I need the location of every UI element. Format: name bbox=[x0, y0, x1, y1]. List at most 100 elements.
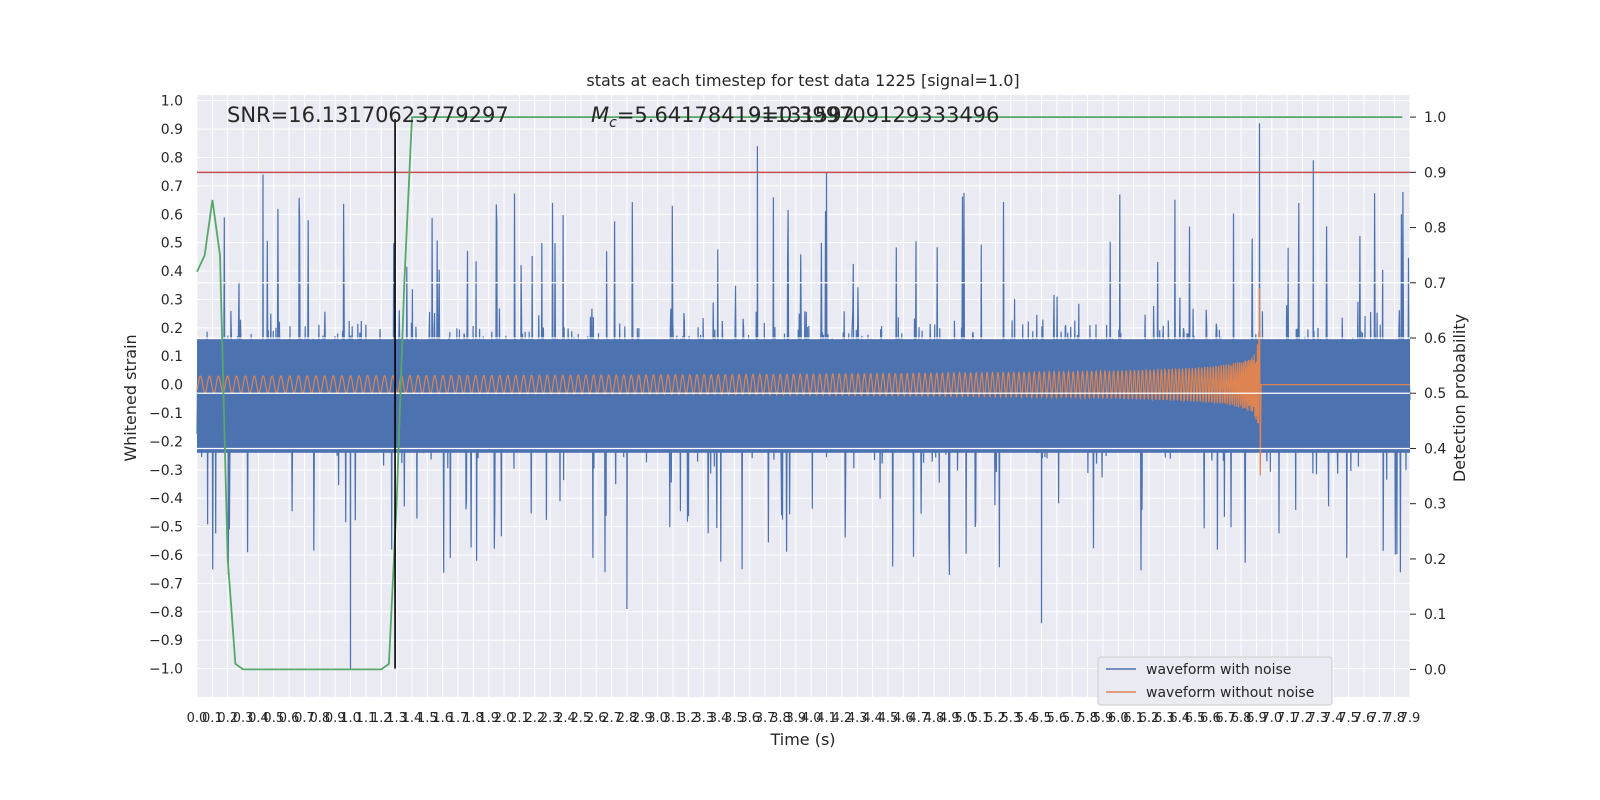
mc-subscript: c bbox=[609, 115, 617, 131]
x-tick-label: 1.2 bbox=[371, 711, 392, 726]
x-tick-label: 5.3 bbox=[1000, 711, 1021, 726]
y-left-tick-label: −0.7 bbox=[149, 576, 183, 592]
x-tick-label: 3.6 bbox=[739, 711, 760, 726]
x-tick-label: 5.9 bbox=[1093, 711, 1114, 726]
legend-label-clean: waveform without noise bbox=[1146, 685, 1314, 701]
x-tick-label: 7.1 bbox=[1277, 711, 1298, 726]
x-tick-label: 7.8 bbox=[1384, 711, 1405, 726]
y-left-tick-label: 0.8 bbox=[161, 150, 183, 166]
x-axis-label: Time (s) bbox=[769, 730, 835, 749]
x-tick-label: 5.0 bbox=[954, 711, 975, 726]
y-left-tick-label: 0.5 bbox=[161, 236, 183, 252]
x-axis-ticks: 0.00.10.20.30.40.50.60.70.80.91.01.11.21… bbox=[187, 711, 1421, 726]
x-tick-label: 1.7 bbox=[448, 711, 469, 726]
x-tick-label: 3.9 bbox=[785, 711, 806, 726]
y-left-tick-label: 0.7 bbox=[161, 179, 183, 195]
x-tick-label: 1.9 bbox=[478, 711, 499, 726]
x-tick-label: 3.7 bbox=[755, 711, 776, 726]
y-right-tick-label: 1.0 bbox=[1424, 110, 1446, 126]
x-tick-label: 5.8 bbox=[1077, 711, 1098, 726]
legend: waveform with noise waveform without noi… bbox=[1097, 656, 1333, 706]
x-tick-label: 0.7 bbox=[294, 711, 315, 726]
y-right-tick-label: 0.3 bbox=[1424, 497, 1446, 513]
x-tick-label: 6.5 bbox=[1185, 711, 1206, 726]
x-tick-label: 2.9 bbox=[632, 711, 653, 726]
x-tick-label: 0.5 bbox=[263, 711, 284, 726]
detection-probability-line bbox=[196, 116, 1403, 671]
y-left-tick-label: −0.3 bbox=[149, 463, 183, 479]
x-tick-label: 7.2 bbox=[1292, 711, 1313, 726]
x-tick-label: 1.8 bbox=[463, 711, 484, 726]
x-tick-label: 3.8 bbox=[770, 711, 791, 726]
y-left-tick-label: 0.0 bbox=[161, 378, 183, 394]
x-tick-label: 3.2 bbox=[678, 711, 699, 726]
x-tick-label: 5.7 bbox=[1062, 711, 1083, 726]
y-left-tick-label: 0.6 bbox=[161, 207, 183, 223]
snr-annotation: SNR=16.13170623779297 bbox=[227, 103, 509, 127]
x-tick-label: 5.5 bbox=[1031, 711, 1052, 726]
x-tick-label: 0.0 bbox=[187, 711, 208, 726]
chirp-mass-annotation: Mc=5.641784191131592 bbox=[591, 103, 855, 131]
x-tick-label: 4.9 bbox=[939, 711, 960, 726]
y-axis-left-ticks: 1.0 0.9 0.8 0.7 0.6 0.5 0.4 0.3 0.2 0.1 0.0 −0.1 −0.… bbox=[149, 94, 183, 678]
x-tick-label: 4.1 bbox=[816, 711, 837, 726]
overlap-annotation: 9=0.399709129333496 bbox=[748, 103, 999, 127]
legend-label-noise: waveform with noise bbox=[1146, 662, 1291, 678]
y-left-tick-label: −0.8 bbox=[149, 605, 183, 621]
x-tick-label: 6.9 bbox=[1246, 711, 1267, 726]
x-tick-label: 5.6 bbox=[1047, 711, 1068, 726]
y-axis-right-ticks: 1.0 0.9 0.8 0.7 0.6 0.5 0.4 0.3 0.2 0.1 0.0 bbox=[1410, 110, 1446, 678]
x-tick-label: 6.1 bbox=[1123, 711, 1144, 726]
x-tick-label: 3.0 bbox=[647, 711, 668, 726]
y-left-tick-label: −0.5 bbox=[149, 520, 183, 536]
x-tick-label: 1.4 bbox=[402, 711, 423, 726]
x-tick-label: 0.4 bbox=[248, 711, 269, 726]
x-tick-label: 5.1 bbox=[970, 711, 991, 726]
y-right-tick-label: 0.1 bbox=[1424, 607, 1446, 623]
y-axis-left-label: Whitened strain bbox=[121, 334, 140, 461]
y-right-tick-label: 0.4 bbox=[1424, 441, 1446, 457]
x-tick-label: 7.3 bbox=[1308, 711, 1329, 726]
mc-symbol: M bbox=[591, 103, 609, 127]
x-tick-label: 5.4 bbox=[1016, 711, 1037, 726]
y-left-tick-label: 0.2 bbox=[161, 321, 183, 337]
x-tick-label: 3.5 bbox=[724, 711, 745, 726]
x-tick-label: 3.4 bbox=[709, 711, 730, 726]
y-left-tick-label: −0.4 bbox=[149, 491, 183, 507]
y-left-tick-label: −0.6 bbox=[149, 548, 183, 564]
y-right-tick-label: 0.2 bbox=[1424, 552, 1446, 568]
y-left-tick-label: −1.0 bbox=[149, 662, 183, 678]
x-tick-label: 1.0 bbox=[340, 711, 361, 726]
y-right-tick-label: 0.8 bbox=[1424, 221, 1446, 237]
x-tick-label: 2.7 bbox=[601, 711, 622, 726]
y-left-tick-label: −0.1 bbox=[149, 406, 183, 422]
x-tick-label: 7.9 bbox=[1400, 711, 1421, 726]
x-tick-label: 0.2 bbox=[217, 711, 238, 726]
x-tick-label: 2.8 bbox=[617, 711, 638, 726]
chart-title: stats at each timestep for test data 122… bbox=[586, 71, 1019, 90]
x-tick-label: 6.7 bbox=[1215, 711, 1236, 726]
y-left-tick-label: −0.2 bbox=[149, 434, 183, 450]
x-tick-label: 6.2 bbox=[1139, 711, 1160, 726]
x-tick-label: 4.4 bbox=[862, 711, 883, 726]
x-tick-label: 7.0 bbox=[1261, 711, 1282, 726]
x-tick-label: 2.6 bbox=[586, 711, 607, 726]
x-tick-label: 0.8 bbox=[309, 711, 330, 726]
x-tick-label: 4.2 bbox=[832, 711, 853, 726]
y-right-tick-label: 0.5 bbox=[1424, 386, 1446, 402]
x-tick-label: 7.7 bbox=[1369, 711, 1390, 726]
series-detection-probability bbox=[196, 116, 1403, 671]
y-right-tick-label: 0.7 bbox=[1424, 276, 1446, 292]
x-tick-label: 4.6 bbox=[893, 711, 914, 726]
waveform-without-noise-line bbox=[196, 288, 1410, 476]
legend-box bbox=[1097, 656, 1333, 706]
x-tick-label: 5.2 bbox=[985, 711, 1006, 726]
x-tick-label: 2.0 bbox=[494, 711, 515, 726]
x-tick-label: 4.0 bbox=[801, 711, 822, 726]
x-tick-label: 4.5 bbox=[878, 711, 899, 726]
x-tick-label: 2.2 bbox=[524, 711, 545, 726]
x-tick-label: 2.4 bbox=[555, 711, 576, 726]
x-tick-label: 2.5 bbox=[571, 711, 592, 726]
x-tick-label: 1.5 bbox=[417, 711, 438, 726]
